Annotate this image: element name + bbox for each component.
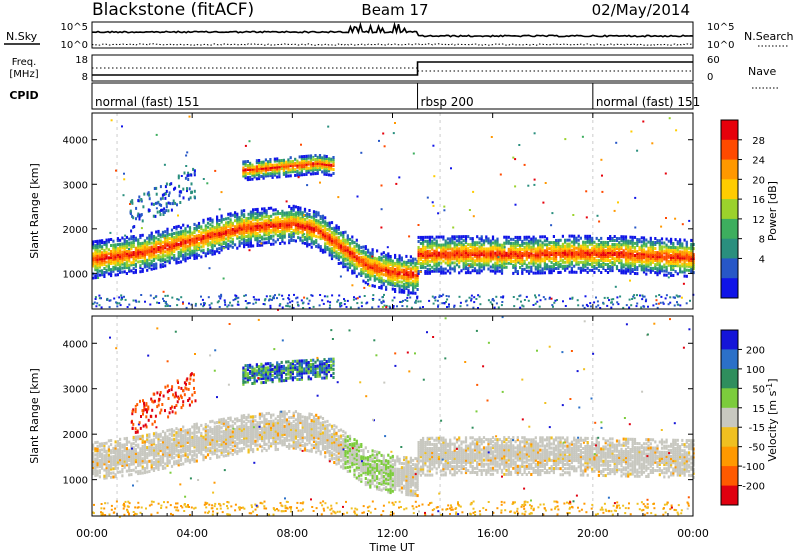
colorbar-swatch xyxy=(721,388,738,408)
colorbar-tick-label: 28 xyxy=(752,136,765,147)
colorbar-swatch xyxy=(721,349,738,369)
cpid-segment-label: normal (fast) 151 xyxy=(95,95,199,109)
freq-unit-label: [MHz] xyxy=(9,69,38,80)
colorbar-tick-label: 4 xyxy=(759,254,765,265)
noise-panel xyxy=(92,22,693,48)
velocity-heatmap-panel: 1000 2000 3000 4000 xyxy=(63,316,695,518)
time-tick-label: 16:00 xyxy=(477,527,509,540)
power-ylabel: Slant Range [km] xyxy=(28,163,41,259)
colorbar-swatch xyxy=(721,219,738,239)
range-tick-label: 2000 xyxy=(63,430,88,441)
colorbar-tick-label: 24 xyxy=(752,156,765,167)
velocity-colorbar: 200 100 50 15 -15 -50 -100 -200 xyxy=(721,330,765,506)
nave-trace xyxy=(92,68,693,71)
colorbar-swatch xyxy=(721,427,738,447)
date-title: 02/May/2014 xyxy=(592,1,690,19)
colorbar-tick-label: 100 xyxy=(746,365,765,376)
power-heatmap-panel: 1000 2000 3000 4000 xyxy=(63,113,695,311)
colorbar-swatch xyxy=(721,369,738,389)
colorbar-swatch xyxy=(721,278,738,298)
freq-label: Freq. xyxy=(12,57,37,68)
noise-right-tick-top: 10^5 xyxy=(707,22,734,33)
colorbar-swatch xyxy=(721,466,738,486)
time-tick-label: 20:00 xyxy=(577,527,609,540)
station-title: Blackstone (fitACF) xyxy=(92,0,254,20)
range-tick-label: 4000 xyxy=(63,136,88,147)
colorbar-tick-label: 20 xyxy=(752,175,765,186)
colorbar-swatch xyxy=(721,199,738,219)
noise-search-trace xyxy=(92,44,693,45)
noise-sky-label: N.Sky xyxy=(6,30,38,43)
cpid-segment-label: normal (fast) 151 xyxy=(596,95,700,109)
range-tick-label: 3000 xyxy=(63,385,88,396)
cpid-label: CPID xyxy=(9,89,38,102)
cpid-segment-label: rbsp 200 xyxy=(421,95,474,109)
colorbar-swatch xyxy=(721,408,738,428)
colorbar-tick-label: 12 xyxy=(752,215,765,226)
range-tick-label: 1000 xyxy=(63,476,88,487)
power-colorbar-label: Power [dB] xyxy=(766,181,779,241)
colorbar-tick-label: 15 xyxy=(752,404,765,415)
range-tick-label: 3000 xyxy=(63,180,88,191)
beam-title: Beam 17 xyxy=(361,1,428,19)
freq-left-tick-top: 18 xyxy=(75,55,88,66)
noise-search-label: N.Search xyxy=(744,30,794,43)
cpid-segments: normal (fast) 151 rbsp 200 normal (fast) 1… xyxy=(95,83,700,109)
time-tick-label: 04:00 xyxy=(176,527,208,540)
time-tick-label: 08:00 xyxy=(276,527,308,540)
colorbar-tick-label: -200 xyxy=(742,482,765,493)
noise-left-tick-top: 10^5 xyxy=(61,22,88,33)
range-tick-label: 1000 xyxy=(63,269,88,280)
time-tick-label: 00:00 xyxy=(677,527,709,540)
colorbar-swatch xyxy=(721,179,738,199)
colorbar-swatch xyxy=(721,258,738,278)
colorbar-tick-label: -100 xyxy=(742,462,765,473)
velocity-ylabel: Slant Range [km] xyxy=(28,368,41,464)
colorbar-swatch xyxy=(721,447,738,467)
colorbar-swatch xyxy=(721,239,738,259)
time-tick-label: 00:00 xyxy=(76,527,108,540)
freq-right-tick-top: 60 xyxy=(707,55,720,66)
colorbar-swatch xyxy=(721,486,738,506)
time-axis-label: Time UT xyxy=(368,541,414,554)
power-colorbar: 28 24 20 16 12 8 4 xyxy=(721,120,765,299)
colorbar-tick-label: -50 xyxy=(749,443,765,454)
freq-right-tick-bottom: 0 xyxy=(707,72,713,83)
noise-left-tick-bottom: 10^0 xyxy=(61,40,88,51)
colorbar-tick-label: -15 xyxy=(749,423,765,434)
freq-left-tick-bottom: 8 xyxy=(82,72,88,83)
colorbar-tick-label: 8 xyxy=(759,235,765,246)
nave-label: Nave xyxy=(748,65,776,78)
colorbar-tick-label: 200 xyxy=(746,345,765,356)
velocity-colorbar-label: Velocity [m s-1] xyxy=(765,378,780,461)
colorbar-swatch xyxy=(721,160,738,180)
range-tick-label: 2000 xyxy=(63,225,88,236)
noise-sky-trace xyxy=(92,24,693,37)
noise-right-tick-bottom: 10^0 xyxy=(707,40,734,51)
colorbar-swatch xyxy=(721,120,738,140)
colorbar-tick-label: 16 xyxy=(752,195,765,206)
colorbar-swatch xyxy=(721,140,738,160)
colorbar-swatch xyxy=(721,330,738,350)
colorbar-tick-label: 50 xyxy=(752,384,765,395)
range-tick-label: 4000 xyxy=(63,339,88,350)
time-tick-label: 12:00 xyxy=(377,527,409,540)
